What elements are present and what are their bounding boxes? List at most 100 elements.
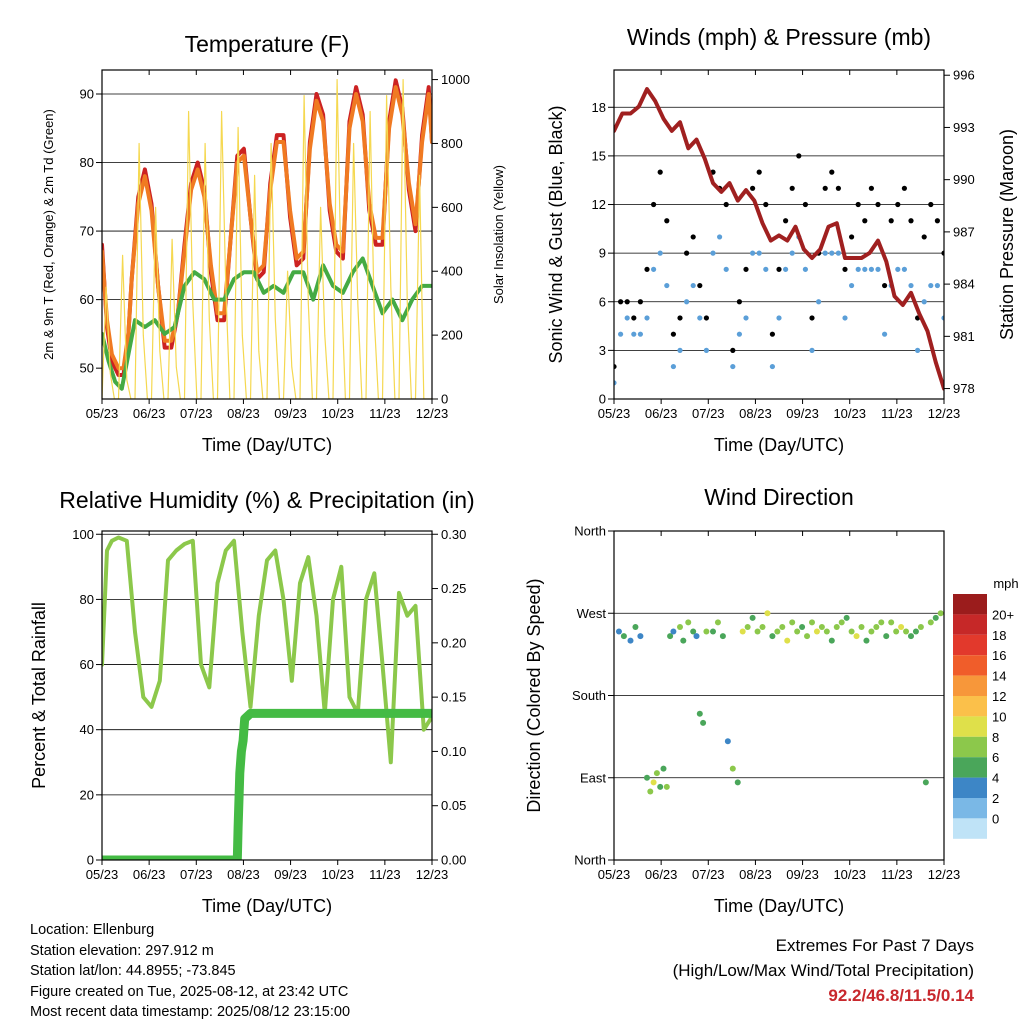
series-point [670, 363, 677, 370]
x-tick-label: 05/23 [86, 867, 119, 882]
x-tick-label: 10/23 [833, 867, 866, 882]
location-text: Location: Ellenburg [30, 922, 155, 938]
direction-point [719, 633, 726, 640]
direction-point [813, 628, 820, 635]
y-tick-label: 60 [80, 657, 94, 672]
direction-point [794, 628, 801, 635]
direction-point [848, 628, 855, 635]
series-point [736, 331, 743, 337]
direction-point [804, 633, 811, 640]
x-tick-label: 07/23 [692, 867, 725, 882]
legend-label: 6 [992, 750, 999, 765]
legend-swatch [953, 675, 987, 696]
series-point [921, 234, 927, 240]
x-tick-label: 09/23 [274, 406, 307, 421]
legend-label: 18 [992, 628, 1006, 643]
legend-label: 20+ [992, 607, 1014, 622]
legend-swatch [953, 736, 987, 758]
legend-label: 2 [992, 791, 999, 806]
y-tick-label: 15 [592, 148, 606, 163]
series-point [697, 315, 703, 321]
series-point [776, 315, 782, 321]
series-point [703, 347, 710, 353]
direction-point [927, 619, 934, 626]
y2-tick-label: 0.30 [441, 527, 466, 542]
legend-label: 8 [992, 730, 999, 745]
series-line [102, 85, 432, 371]
series-point [941, 315, 944, 321]
direction-point [700, 719, 707, 726]
y-tick-label: 50 [80, 361, 94, 376]
direction-point [823, 628, 830, 635]
chart-title: Wind Direction [704, 484, 854, 510]
series-point [822, 185, 828, 191]
y2-tick-label: 0.25 [441, 581, 466, 596]
y-tick-label: 12 [592, 197, 606, 212]
x-tick-label: 11/23 [881, 867, 913, 882]
elevation-text: Station elevation: 297.912 m [30, 942, 214, 959]
direction-point [627, 637, 634, 644]
series-point [677, 347, 683, 353]
series-point [657, 250, 663, 256]
direction-point [903, 628, 910, 635]
series-point [802, 201, 809, 208]
direction-point [677, 623, 683, 630]
direction-point [644, 774, 650, 781]
y2-tick-label: 0.10 [441, 744, 466, 759]
series-line [102, 535, 432, 765]
series-point [776, 266, 782, 272]
series-point [855, 266, 861, 272]
y2-tick-label: 1000 [441, 72, 470, 87]
series-point [789, 250, 795, 256]
series-point [822, 250, 828, 256]
series-point [868, 266, 875, 272]
direction-point [779, 623, 786, 630]
legend-swatch [953, 777, 987, 798]
series-point [618, 299, 624, 305]
direction-point [898, 623, 905, 630]
direction-point [799, 623, 806, 630]
series-point [835, 250, 842, 256]
y2-tick-label: 987 [953, 224, 975, 239]
direction-point [660, 765, 667, 772]
series-point [862, 266, 868, 272]
direction-point [647, 788, 654, 795]
direction-point [657, 783, 664, 790]
x-tick-label: 08/23 [227, 867, 260, 882]
direction-point [809, 619, 815, 626]
series-point [690, 234, 696, 240]
series-point [901, 185, 908, 191]
y-tick-label: North [574, 524, 606, 539]
series-point [769, 331, 776, 337]
direction-point [863, 637, 870, 644]
series-point [895, 266, 901, 272]
series-point [941, 250, 944, 256]
direction-point [744, 623, 751, 630]
series-point [842, 315, 848, 321]
y2-tick-label: 0.20 [441, 635, 466, 650]
series-point [809, 315, 815, 321]
y2-tick-label: 984 [953, 277, 975, 292]
x-axis-label: Time (Day/UTC) [202, 896, 332, 916]
direction-point [784, 637, 791, 644]
plot-frame [101, 69, 433, 400]
x-tick-label: 07/23 [180, 867, 213, 882]
y-tick-label: 60 [80, 292, 94, 307]
series-point [697, 282, 703, 289]
panel-3: Relative Humidity (%) & Precipitation (i… [29, 487, 475, 916]
legend-swatch [953, 696, 987, 717]
series-point [862, 218, 868, 224]
y-tick-label: 9 [599, 246, 606, 261]
series-point [743, 266, 749, 272]
direction-point [754, 628, 761, 635]
series-point [769, 363, 776, 370]
direction-point [637, 633, 644, 640]
extremes-subtitle: (High/Low/Max Wind/Total Precipitation) [672, 961, 974, 980]
direction-point [759, 623, 766, 630]
y2-tick-label: 996 [953, 68, 975, 83]
series-point [631, 315, 637, 321]
series-point [875, 201, 881, 208]
x-tick-label: 12/23 [928, 406, 961, 421]
direction-point [873, 623, 880, 630]
y2-tick-label: 0.05 [441, 798, 466, 813]
